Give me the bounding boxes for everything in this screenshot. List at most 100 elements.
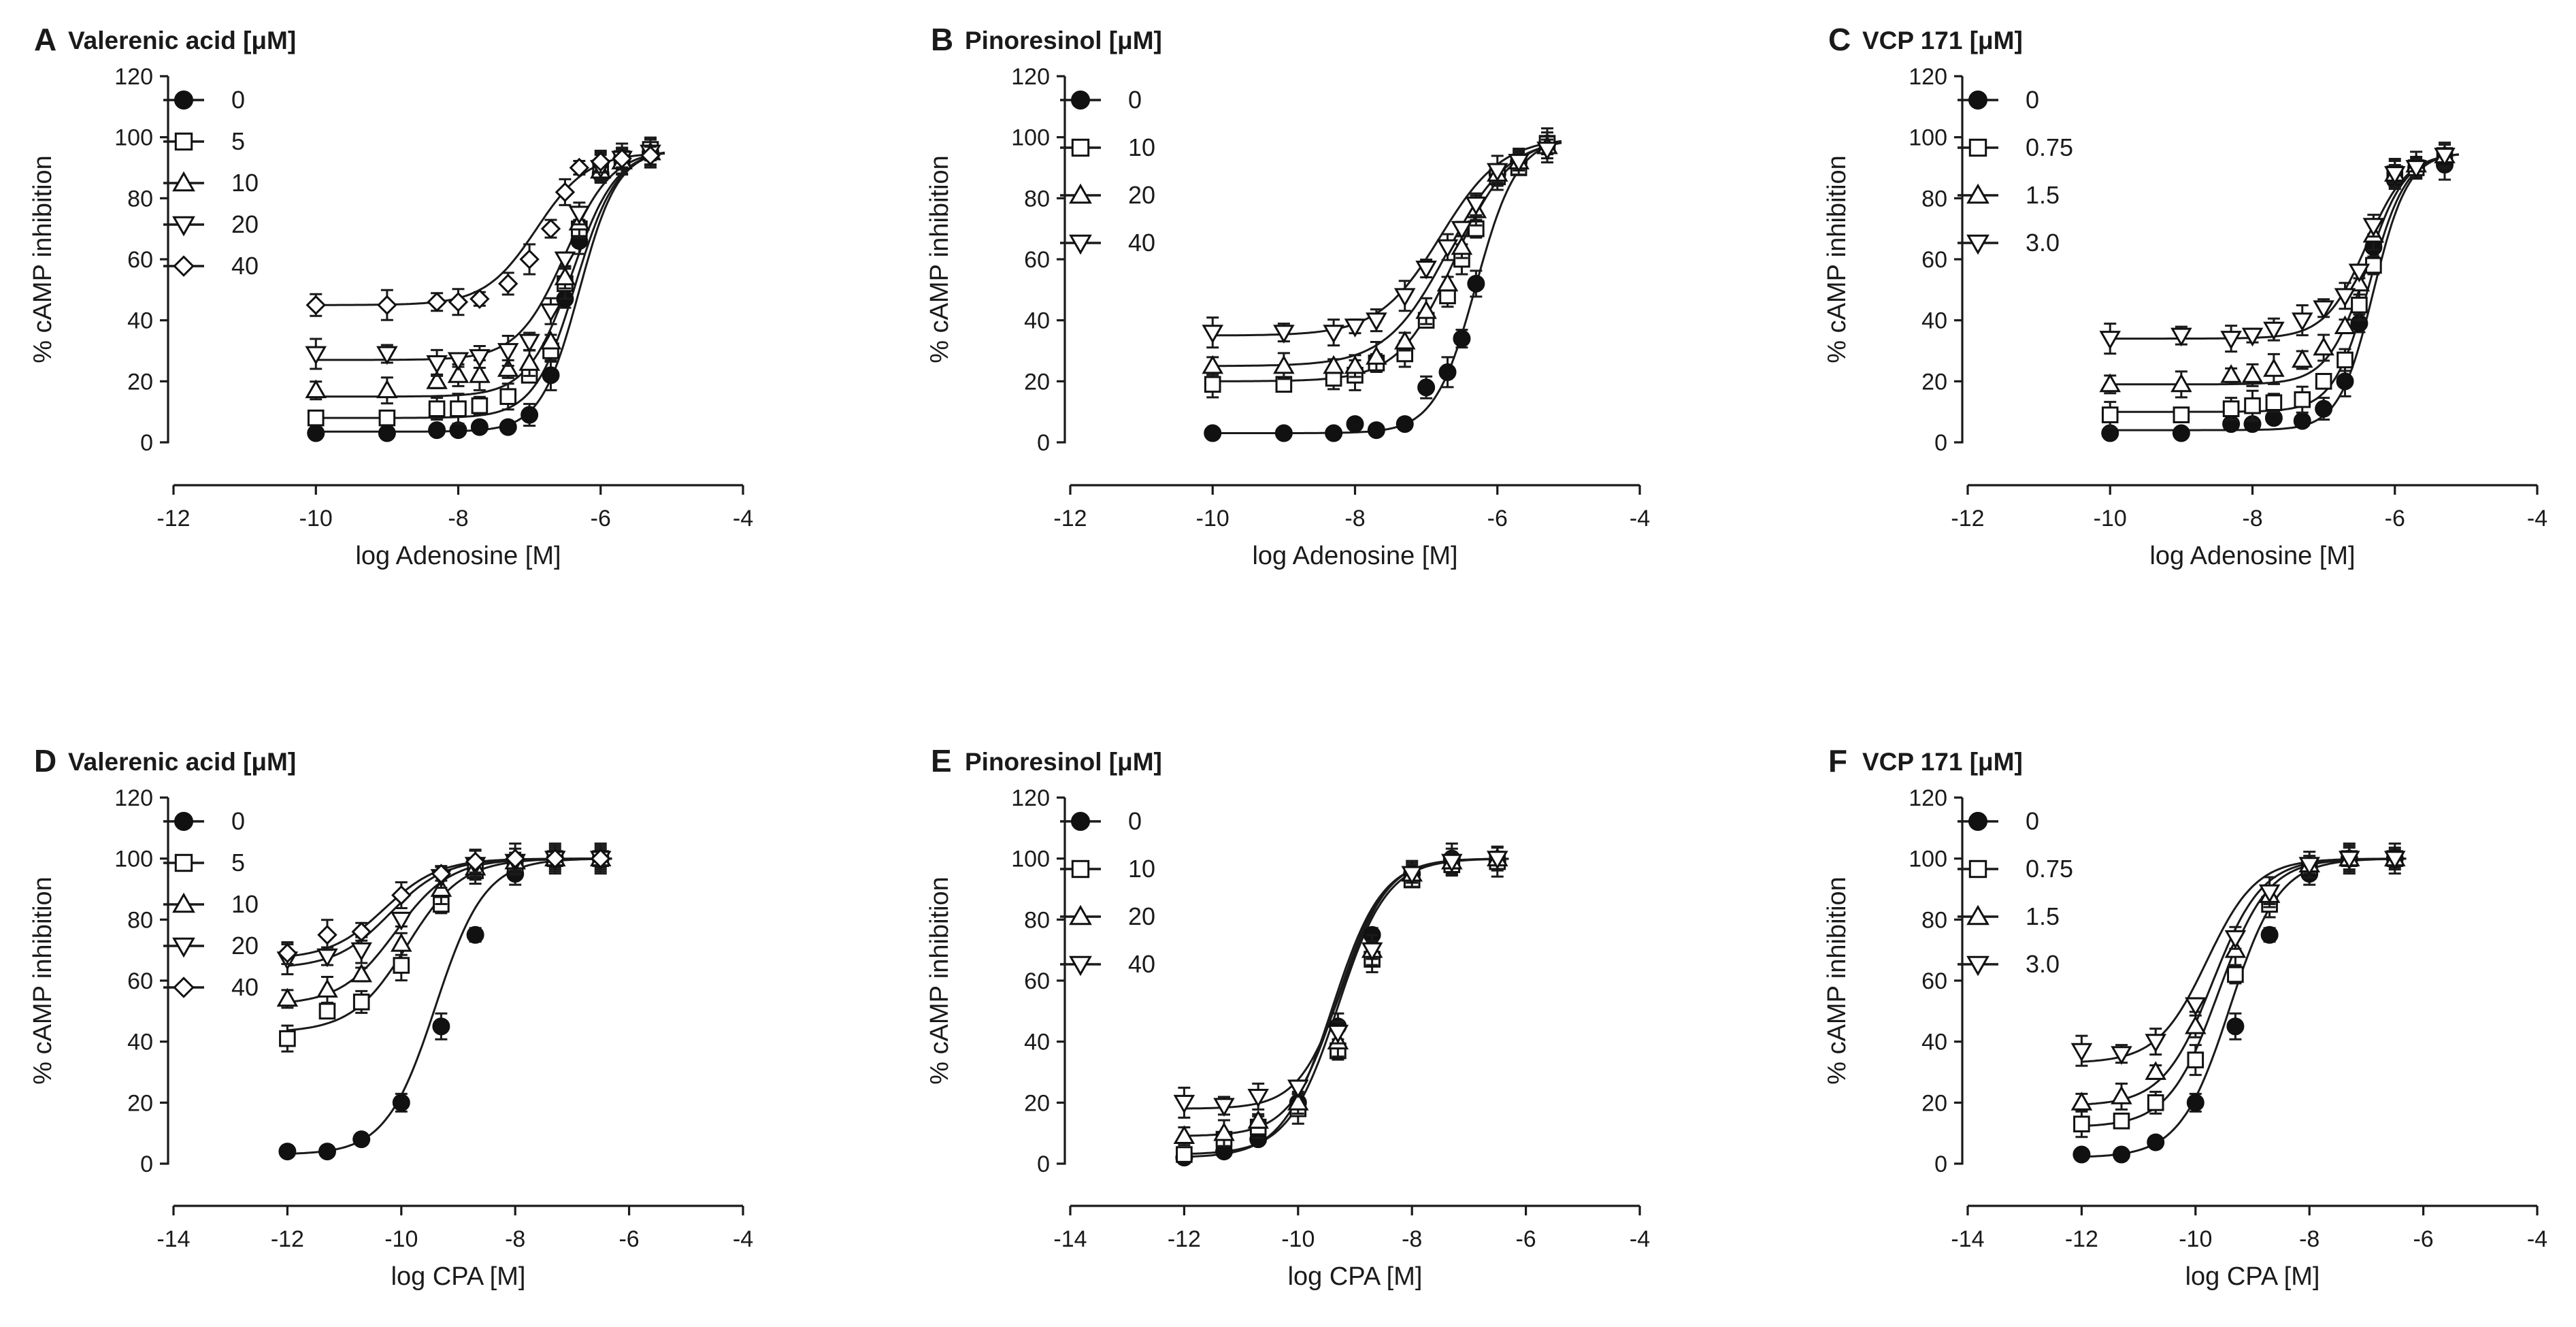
y-tick-label: 80	[1024, 907, 1050, 933]
legend-marker	[1069, 904, 1092, 925]
x-axis-title: log Adenosine [M]	[1252, 542, 1457, 570]
legend-label: 40	[1128, 229, 1155, 257]
x-tick-label: -10	[2179, 1226, 2212, 1252]
legend-marker	[1968, 138, 1987, 157]
series-40	[306, 142, 661, 321]
y-tick-label: 0	[1037, 430, 1050, 456]
fit-curve-0	[287, 857, 612, 1155]
data-point	[2101, 406, 2119, 423]
fit-curve-0.75	[2081, 857, 2407, 1128]
legend-label: 40	[231, 973, 259, 1001]
legend-marker	[172, 892, 195, 913]
data-point	[540, 303, 562, 323]
x-tick-label: -10	[2094, 506, 2127, 531]
data-point	[2227, 966, 2244, 983]
data-point	[305, 379, 327, 399]
data-point	[1204, 376, 1221, 393]
x-tick-label: -10	[384, 1226, 418, 1252]
legend-label: 5	[231, 849, 245, 877]
y-tick-label: 40	[1024, 1030, 1050, 1055]
data-point	[391, 911, 412, 931]
legend-item-0: 0	[1958, 86, 2039, 114]
data-point	[2241, 364, 2264, 383]
data-point	[1415, 299, 1437, 319]
legend-item-10: 10	[1060, 855, 1155, 883]
y-tick-label: 60	[1024, 968, 1050, 994]
y-tick-label: 80	[1921, 186, 1947, 212]
series-40	[277, 842, 611, 966]
data-point	[518, 352, 540, 371]
data-point	[470, 418, 489, 436]
data-point	[540, 218, 561, 239]
legend-label: 1.5	[2026, 902, 2060, 930]
legend-item-20: 20	[1060, 902, 1155, 930]
data-point	[316, 979, 338, 998]
y-tick-label: 20	[127, 1090, 153, 1116]
data-point	[306, 295, 326, 315]
data-point	[2099, 331, 2121, 350]
x-tick-label: -12	[2065, 1226, 2098, 1252]
legend-item-0.75: 0.75	[1958, 855, 2073, 883]
data-point	[1361, 942, 1383, 962]
data-point	[2111, 1085, 2132, 1104]
data-point	[2315, 373, 2332, 390]
fit-curve-0	[316, 152, 665, 433]
panel-title: Pinoresinol [μM]	[965, 27, 1162, 54]
data-point	[2313, 336, 2334, 356]
data-point	[392, 1094, 410, 1112]
legend-item-40: 40	[163, 252, 259, 280]
data-point	[448, 292, 469, 312]
legend-item-20: 20	[1060, 181, 1155, 209]
x-tick-label: -8	[505, 1226, 525, 1252]
x-axis-title: log CPA [M]	[1288, 1262, 1423, 1291]
x-tick-label: -14	[1053, 1226, 1087, 1252]
data-point	[1438, 363, 1457, 381]
data-point	[518, 333, 540, 353]
data-point	[2334, 288, 2356, 308]
x-tick-label: -10	[299, 506, 333, 531]
data-point	[1213, 1121, 1235, 1141]
legend-label: 10	[231, 890, 259, 918]
data-point	[1202, 355, 1224, 374]
panel-title: VCP 171 [μM]	[1862, 27, 2023, 54]
data-point	[2362, 218, 2385, 237]
y-tick-label: 20	[1921, 1090, 1947, 1116]
data-point	[305, 346, 327, 365]
y-tick-label: 60	[1921, 247, 1947, 273]
panel-title: VCP 171 [μM]	[1862, 748, 2023, 776]
data-point	[1344, 355, 1366, 374]
data-point	[277, 943, 298, 964]
y-tick-label: 120	[114, 64, 153, 90]
x-axis-title: log CPA [M]	[2185, 1262, 2320, 1291]
legend-marker	[173, 977, 195, 998]
data-point	[352, 1130, 371, 1149]
y-tick-label: 80	[127, 907, 153, 933]
data-point	[466, 925, 484, 944]
legend-marker	[172, 171, 195, 192]
fit-curve-10	[287, 857, 612, 1004]
data-point	[591, 848, 611, 869]
x-tick-label: -12	[156, 506, 190, 531]
x-tick-label: -14	[1951, 1226, 1984, 1252]
data-point	[505, 848, 525, 869]
panel-letter: A	[34, 22, 56, 57]
panel-letter: E	[931, 743, 952, 779]
data-point	[2348, 272, 2371, 292]
legend-marker	[174, 132, 193, 151]
legend-item-10: 10	[163, 890, 259, 918]
legend-label: 40	[231, 252, 259, 280]
data-point	[350, 942, 372, 962]
x-tick-label: -10	[1281, 1226, 1315, 1252]
legend-marker	[1968, 812, 1987, 831]
data-point	[1367, 421, 1385, 440]
x-tick-label: -6	[2385, 506, 2405, 531]
data-point	[1273, 355, 1295, 374]
data-point	[2187, 1051, 2205, 1068]
legend-marker	[1071, 859, 1090, 879]
y-tick-label: 100	[1011, 847, 1050, 872]
data-point	[1436, 239, 1459, 259]
legend-item-10: 10	[163, 169, 259, 197]
y-tick-label: 40	[127, 1030, 153, 1055]
